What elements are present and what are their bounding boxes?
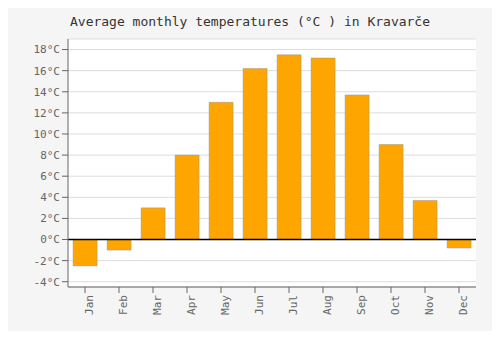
html-text:Average monthly temperatures (: Average monthly temperatures (°C ) in Kr… bbox=[70, 14, 430, 29]
svg-text:-2°C: -2°C bbox=[34, 255, 61, 268]
svg-text:10°C: 10°C bbox=[34, 128, 61, 141]
svg-text:Oct: Oct bbox=[389, 295, 402, 315]
svg-text:Sep: Sep bbox=[355, 295, 368, 315]
svg-text:Jul: Jul bbox=[287, 295, 300, 315]
svg-text:Mar: Mar bbox=[151, 295, 164, 315]
svg-text:6°C: 6°C bbox=[40, 170, 60, 183]
svg-text:-4°C: -4°C bbox=[34, 276, 61, 289]
svg-text:8°C: 8°C bbox=[40, 149, 60, 162]
svg-text:Aug: Aug bbox=[321, 295, 334, 315]
svg-text:Jan: Jan bbox=[83, 295, 96, 315]
svg-text:4°C: 4°C bbox=[40, 191, 60, 204]
svg-text:Feb: Feb bbox=[117, 295, 130, 315]
svg-text:Nov: Nov bbox=[423, 295, 436, 315]
svg-text:Dec: Dec bbox=[457, 295, 470, 315]
svg-text:2°C: 2°C bbox=[40, 212, 60, 225]
svg-text:Jun: Jun bbox=[253, 295, 266, 315]
svg-text:16°C: 16°C bbox=[34, 65, 61, 78]
svg-text:Apr: Apr bbox=[185, 295, 198, 315]
svg-text:18°C: 18°C bbox=[34, 43, 61, 56]
svg-text:12°C: 12°C bbox=[34, 107, 61, 120]
svg-text:May: May bbox=[219, 295, 232, 315]
svg-text:0°C: 0°C bbox=[40, 233, 60, 246]
svg-text:14°C: 14°C bbox=[34, 86, 61, 99]
